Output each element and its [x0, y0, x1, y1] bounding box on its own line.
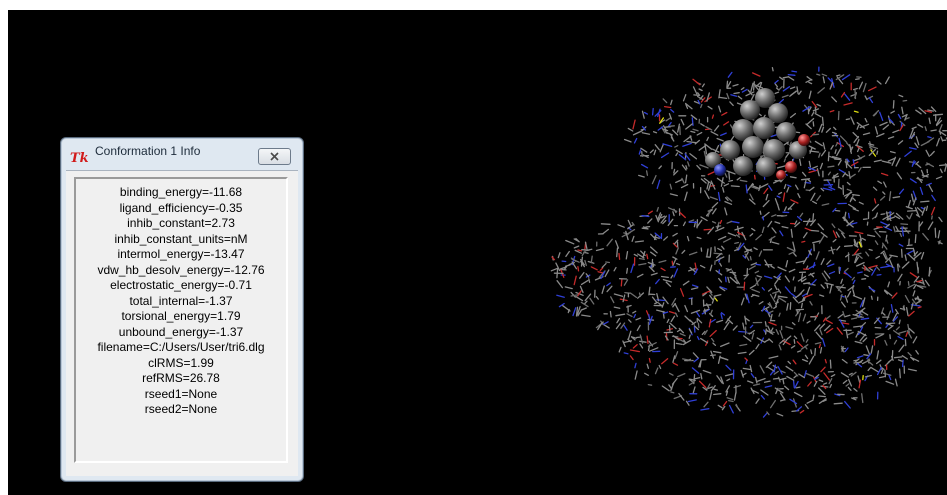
info-line: vdw_hb_desolv_energy=-12.76	[97, 262, 265, 277]
info-line: rseed1=None	[144, 386, 218, 401]
protein-structure-render	[550, 66, 947, 418]
close-x-icon	[270, 152, 279, 161]
info-line: torsional_energy=1.79	[121, 309, 241, 323]
info-line: refRMS=26.78	[142, 371, 220, 385]
close-button[interactable]	[258, 148, 291, 165]
info-line: inhib_constant=2.73	[127, 216, 235, 230]
ligand-spheres	[705, 88, 810, 180]
info-line: clRMS=1.99	[148, 355, 214, 370]
info-text-panel: binding_energy=-11.68 ligand_efficiency=-…	[74, 177, 288, 463]
info-line: intermol_energy=-13.47	[117, 247, 245, 261]
info-line: ligand_efficiency=-0.35	[119, 200, 243, 215]
window-client-area: binding_energy=-11.68 ligand_efficiency=-…	[66, 170, 298, 476]
info-lines: binding_energy=-11.68 ligand_efficiency=-…	[76, 185, 286, 418]
svg-text:Tk: Tk	[70, 151, 89, 164]
info-line: binding_energy=-11.68	[119, 185, 243, 199]
info-line: filename=C:/Users/User/tri6.dlg	[97, 340, 265, 354]
window-titlebar[interactable]: Tk Conformation 1 Info	[61, 138, 303, 170]
info-line: total_internal=-1.37	[129, 293, 233, 308]
window-title: Conformation 1 Info	[95, 144, 201, 158]
protein-sticks	[550, 66, 947, 418]
conformation-info-window: Tk Conformation 1 Info binding_energy=-1…	[60, 137, 304, 482]
info-line: rseed2=None	[144, 402, 218, 416]
info-line: inhib_constant_units=nM	[114, 231, 248, 246]
info-line: electrostatic_energy=-0.71	[110, 278, 252, 292]
info-line: unbound_energy=-1.37	[118, 324, 244, 339]
tk-feather-icon: Tk	[70, 151, 89, 164]
